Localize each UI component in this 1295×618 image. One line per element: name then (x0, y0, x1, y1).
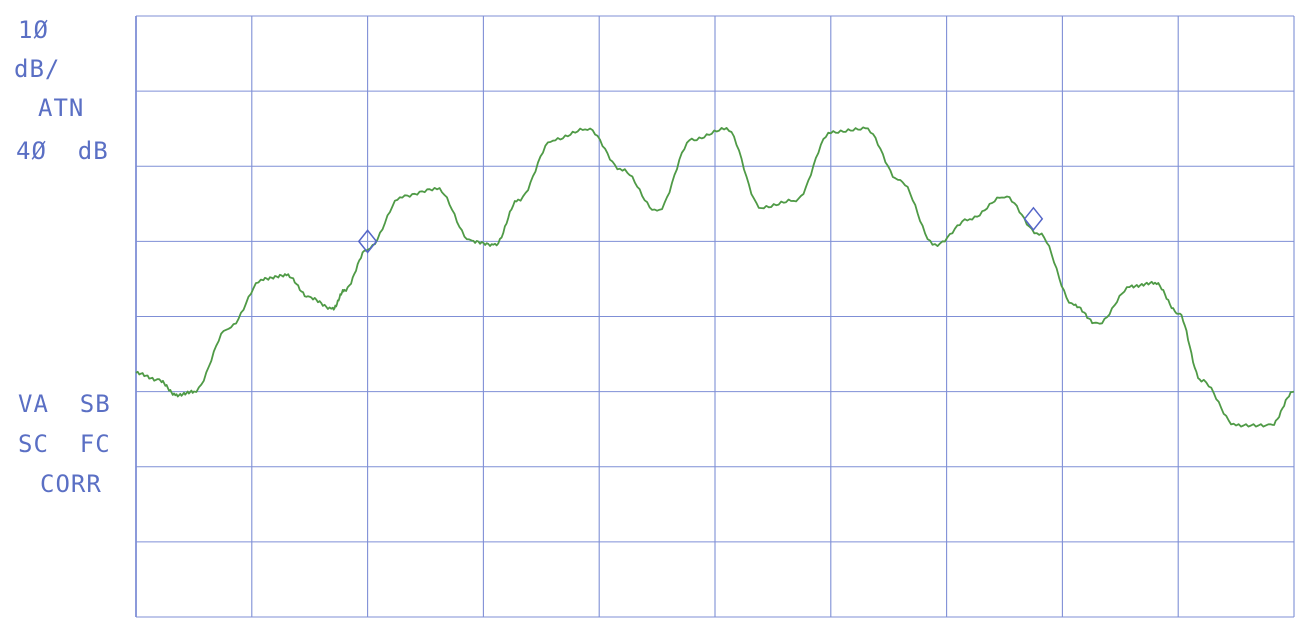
left-annotation-panel: 1Ø dB/ ATN 4Ø dB VA SB SC FC CORR (0, 0, 134, 618)
marker-diamond (1023, 206, 1044, 232)
marker-layer (357, 206, 1044, 254)
scale-unit-label: dB/ (14, 55, 61, 83)
scale-value-label: 1Ø (18, 16, 49, 44)
va-sb-label: VA SB (18, 390, 111, 418)
trace-layer (135, 126, 1295, 428)
spectrum-trace (135, 126, 1295, 428)
corr-label: CORR (40, 470, 102, 498)
graticule (135, 15, 1295, 618)
marker-diamond (357, 229, 378, 254)
atn-label: ATN (38, 94, 85, 122)
atn-value-label: 4Ø dB (16, 137, 109, 165)
sc-fc-label: SC FC (18, 430, 111, 458)
